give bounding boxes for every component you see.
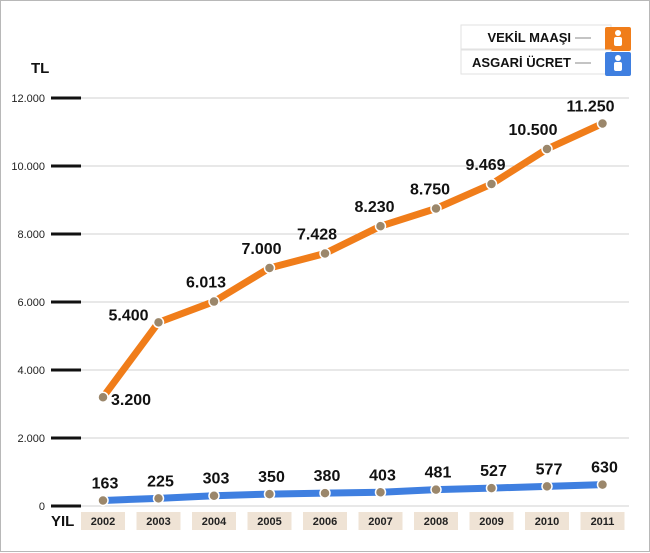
x-tick-box [303, 512, 347, 530]
x-axis-label: YIL [51, 513, 74, 530]
data-point [541, 143, 553, 155]
data-label: 527 [480, 463, 507, 480]
series-line-1 [99, 481, 606, 504]
data-label: 630 [591, 460, 618, 477]
x-axis: YIL 2002 2003 2004 2005 2006 2007 2008 2009 2010… [51, 512, 625, 530]
x-tick-label: 2002 [91, 516, 115, 528]
x-tick-label: 2008 [424, 516, 448, 528]
x-tick-label: 2007 [368, 516, 392, 528]
x-tick-box [358, 512, 403, 530]
y-tick-label: 4.000 [17, 365, 45, 377]
x-tick-label: 2003 [146, 516, 170, 528]
data-point [430, 483, 442, 496]
data-point [319, 247, 331, 260]
x-tick-label: 2005 [257, 516, 281, 528]
x-tick-box [81, 512, 125, 530]
y-tick-label: 0 [39, 501, 45, 513]
x-tick-box [136, 512, 181, 530]
data-point [208, 295, 220, 308]
data-point [485, 178, 498, 190]
y-tick-label: 6.000 [17, 297, 45, 309]
y-tick-label: 10.000 [11, 161, 45, 173]
x-tick-label: 2011 [591, 516, 615, 528]
data-label: 5.400 [108, 307, 148, 324]
data-point [596, 478, 609, 491]
data-point [208, 489, 220, 502]
x-tick-box [192, 512, 236, 530]
x-tick-box [580, 512, 625, 530]
y-tick-label: 8.000 [17, 229, 45, 241]
data-label: 380 [314, 468, 341, 485]
series-line-0 [99, 120, 606, 401]
y-tick-label: 12.000 [11, 93, 45, 105]
data-point [374, 486, 387, 499]
x-tick-label: 2004 [202, 516, 227, 528]
x-tick-label: 2006 [313, 516, 337, 528]
y-tick-label: 2.000 [17, 433, 45, 445]
data-label: 8.750 [410, 182, 450, 199]
x-tick-label: 2009 [479, 516, 503, 528]
person-icon-head [615, 55, 621, 61]
data-point [541, 480, 553, 493]
grid [79, 97, 629, 507]
x-tick-box [414, 512, 458, 530]
y-axis: 0 2.000 4.000 6.000 8.000 10.000 12.000 [11, 93, 81, 513]
data-label: 9.469 [465, 157, 505, 174]
data-label: 8.230 [354, 199, 394, 216]
data-point [485, 482, 498, 494]
x-tick-label: 2010 [535, 516, 559, 528]
series: 3.200 5.400 6.013 7.000 7.428 8.230 8.750 9.469… [92, 99, 618, 507]
data-label: 225 [147, 473, 174, 490]
x-tick-box [469, 512, 514, 530]
data-point [152, 316, 165, 329]
data-point [263, 262, 276, 274]
person-icon [614, 30, 622, 46]
data-label: 403 [369, 467, 396, 484]
data-label: 303 [203, 471, 230, 488]
data-point [152, 492, 165, 505]
data-point [430, 202, 442, 215]
person-icon [614, 55, 622, 71]
data-label: 163 [92, 475, 119, 492]
person-icon-body [614, 37, 622, 46]
data-label: 6.013 [186, 275, 226, 292]
legend-label: VEKİL MAAŞI [487, 30, 571, 45]
data-label: 7.428 [297, 226, 337, 243]
data-point [97, 494, 109, 507]
x-tick-box [247, 512, 292, 530]
data-label: 481 [425, 465, 452, 482]
legend-entry-box [460, 49, 612, 75]
data-point [97, 391, 109, 403]
legend: VEKİL MAAŞI ASGARİ ÜCRET [460, 24, 631, 76]
data-point [263, 488, 276, 500]
data-label: 10.500 [509, 122, 558, 139]
person-icon-head [615, 30, 621, 36]
data-point [596, 117, 609, 130]
data-label: 350 [258, 469, 285, 486]
legend-entry-box [460, 24, 612, 50]
person-icon-body [614, 62, 622, 71]
data-label: 7.000 [241, 241, 281, 258]
data-point [374, 220, 387, 232]
data-label: 3.200 [111, 392, 151, 409]
data-label: 11.250 [566, 99, 614, 116]
y-axis-unit-label: TL [31, 60, 49, 77]
legend-label: ASGARİ ÜCRET [472, 55, 571, 70]
x-tick-box [525, 512, 569, 530]
data-label: 577 [536, 461, 563, 478]
data-point [319, 487, 331, 499]
